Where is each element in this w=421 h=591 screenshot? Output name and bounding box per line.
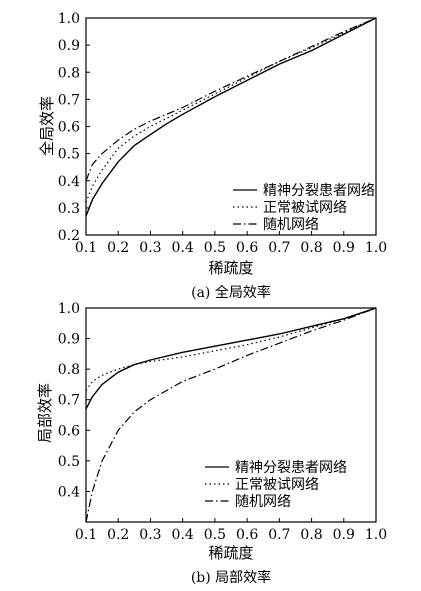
x-tick-label: 0.7 [268,240,290,256]
legend-label-1: 正常被试网络 [235,477,319,493]
legend-label-2: 随机网络 [235,494,291,510]
series-lines-local [85,307,377,523]
x-axis-label: 稀疏度 [208,259,253,277]
x-tick-label: 1.0 [365,527,387,543]
x-tick-label: 0.7 [268,527,290,543]
x-tick-label: 0.9 [333,240,355,256]
series-line-0 [85,307,377,410]
plot-frame-local [85,307,377,523]
panel-global-efficiency: 0.1 0.2 0.3 0.4 0.5 0.6 0.7 0.8 0.9 1.00.20.30.40… [38,11,387,301]
panel-caption: (a) 全局效率 [191,284,271,301]
x-tick-label: 0.1 [75,527,97,543]
y-tick-label: 0.6 [58,120,80,136]
legend-label-0: 精神分裂患者网络 [235,460,347,476]
y-tick-label: 0.5 [58,147,80,163]
x-tick-label: 0.2 [107,240,129,256]
legend-label-2: 随机网络 [263,217,319,233]
x-tick-label: 0.8 [300,527,322,543]
y-tick-label: 0.8 [58,362,80,378]
y-tick-label: 0.9 [58,38,80,54]
x-axis-label: 稀疏度 [208,544,253,562]
x-tick-label: 1.0 [365,240,387,256]
x-tick-label: 0.6 [236,527,258,543]
y-axis-label: 局部效率 [36,383,54,443]
x-tick-label: 0.8 [300,240,322,256]
x-tick-label: 0.5 [204,240,226,256]
series-line-1 [85,307,377,391]
y-tick-label: 0.6 [58,423,80,439]
x-tick-label: 0.4 [172,527,194,543]
series-lines-global [85,17,377,217]
series-line-2 [85,17,377,182]
x-tick-label: 0.9 [333,527,355,543]
legend-label-1: 正常被试网络 [263,200,347,216]
y-tick-label: 0.4 [58,174,80,190]
y-tick-label: 0.4 [58,484,80,500]
y-axis-label: 全局效率 [38,96,56,156]
series-line-1 [85,17,377,203]
x-tick-label: 0.6 [236,240,258,256]
y-tick-label: 0.7 [58,92,80,108]
y-tick-label: 1.0 [58,11,80,27]
series-line-0 [85,17,377,217]
x-tick-label: 0.4 [172,240,194,256]
ticks-local: 0.1 0.2 0.3 0.4 0.5 0.6 0.7 0.8 0.9 1.0 0.4 0.5 0.6 0… [58,301,387,543]
series-line-2 [85,307,377,523]
x-tick-label: 0.2 [107,527,129,543]
y-tick-label: 0.2 [58,228,80,244]
y-tick-label: 0.5 [58,454,80,470]
x-tick-label: 0.3 [139,527,161,543]
y-tick-label: 0.3 [58,201,80,217]
panel-local-efficiency: 0.1 0.2 0.3 0.4 0.5 0.6 0.7 0.8 0.9 1.0 0.4 0.5 0.6 0… [36,301,387,586]
x-tick-label: 0.1 [75,240,97,256]
x-tick-label: 0.3 [139,240,161,256]
legend-label-0: 精神分裂患者网络 [263,183,375,199]
y-tick-label: 1.0 [58,301,80,317]
x-tick-label: 0.5 [204,527,226,543]
panel-caption: (b) 局部效率 [191,569,271,586]
y-tick-label: 0.9 [58,332,80,348]
y-tick-label: 0.7 [58,393,80,409]
y-tick-label: 0.8 [58,65,80,81]
ticks-global: 0.1 0.2 0.3 0.4 0.5 0.6 0.7 0.8 0.9 1.00.20.30.40… [58,11,387,256]
